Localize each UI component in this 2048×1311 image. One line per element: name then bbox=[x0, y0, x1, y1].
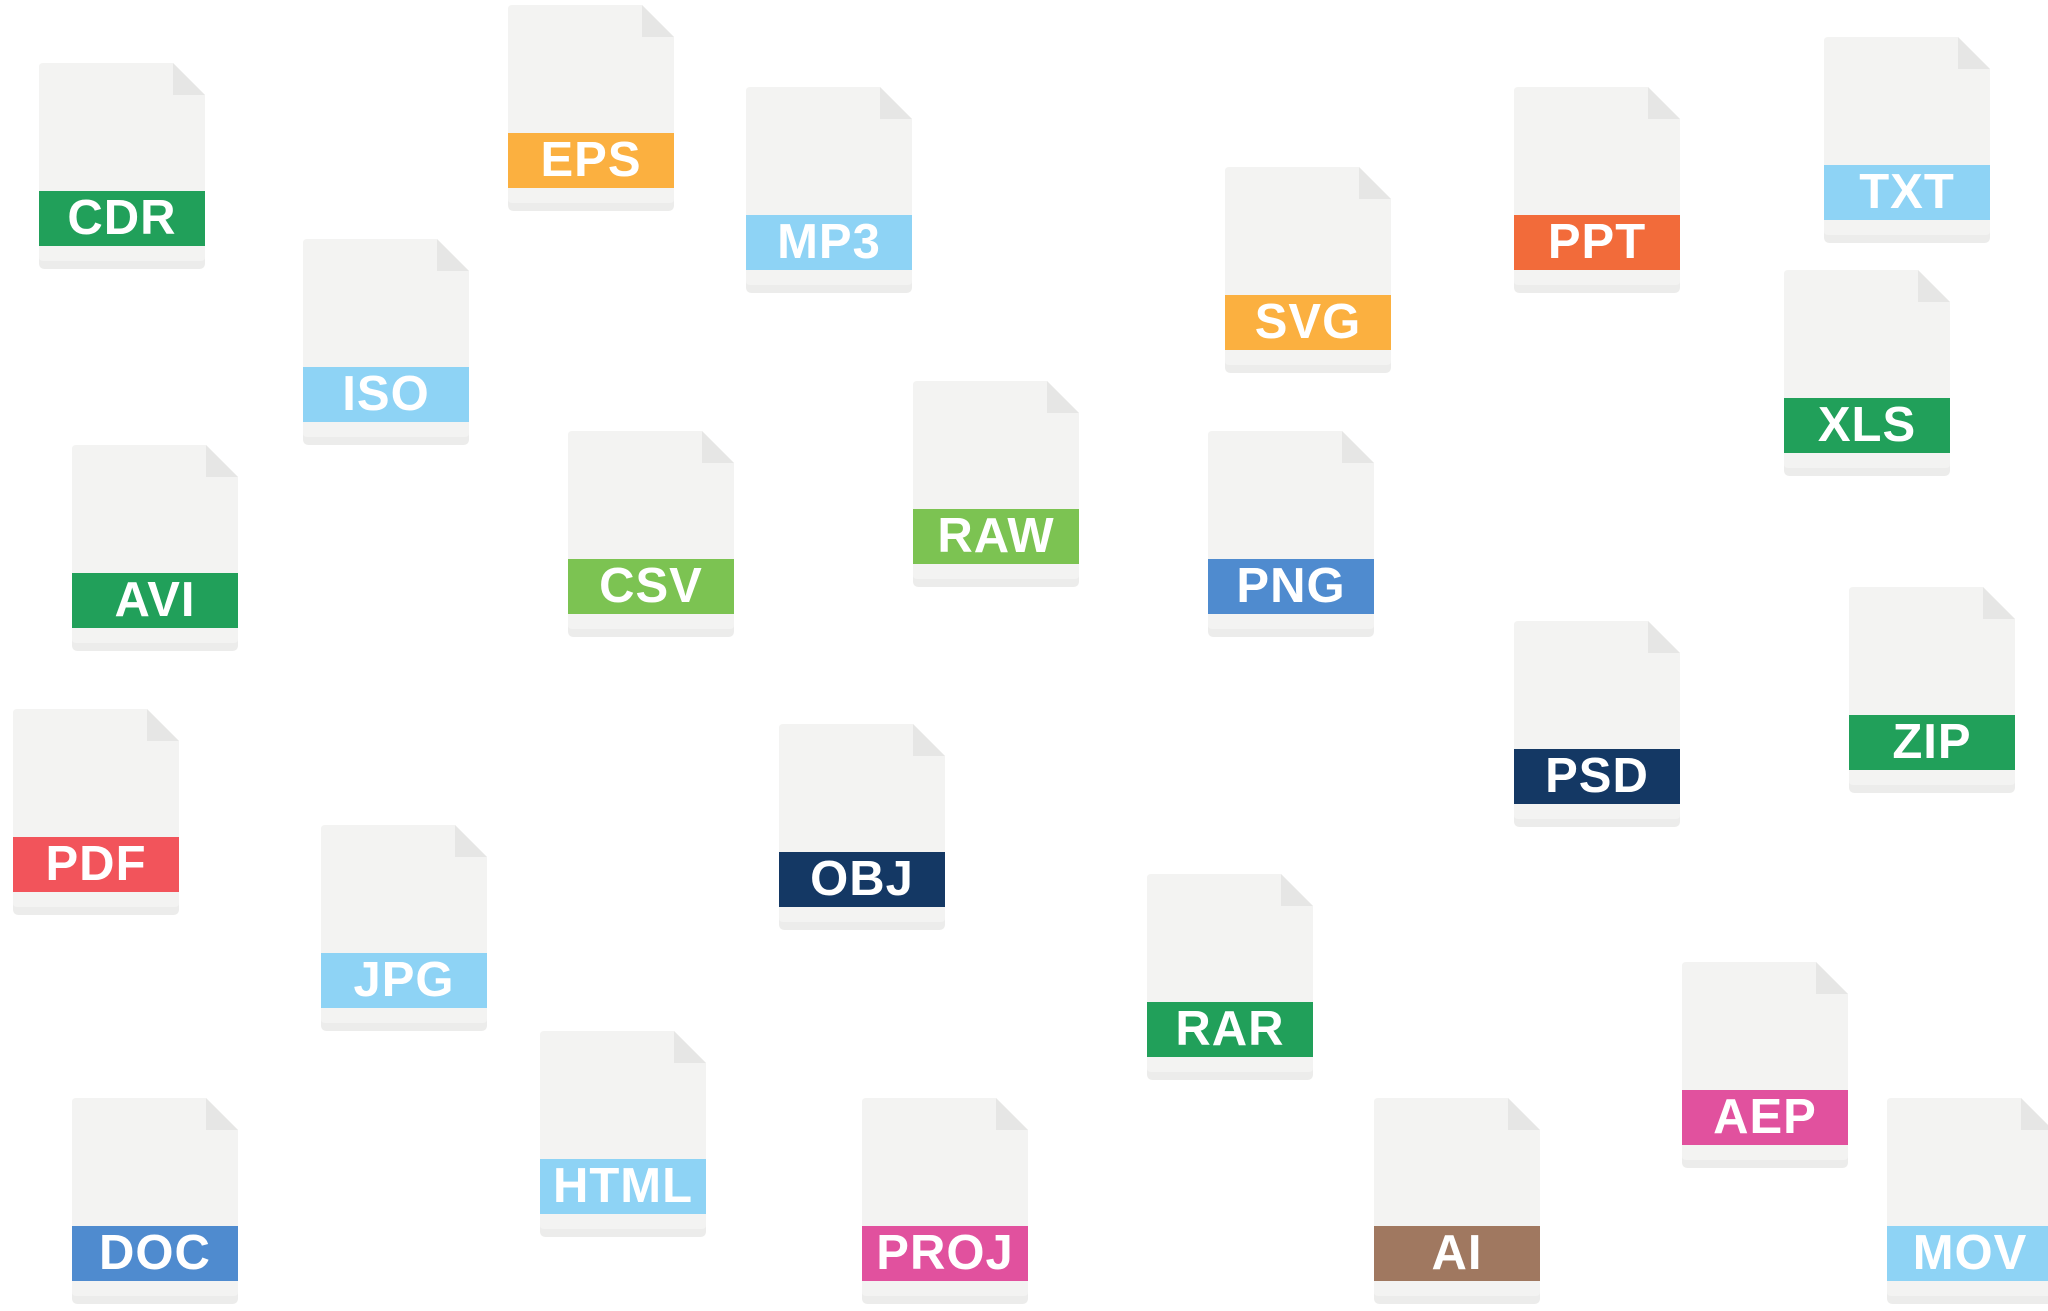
file-type-label: AI bbox=[1374, 1226, 1540, 1281]
file-icon-cdr: CDR bbox=[39, 63, 205, 269]
file-type-label: PNG bbox=[1208, 559, 1374, 614]
file-icon-iso: ISO bbox=[303, 239, 469, 445]
file-icon-pdf: PDF bbox=[13, 709, 179, 915]
file-type-label: ZIP bbox=[1849, 715, 2015, 770]
file-type-label: AEP bbox=[1682, 1090, 1848, 1145]
file-type-label: TXT bbox=[1824, 165, 1990, 220]
file-type-label: PPT bbox=[1514, 215, 1680, 270]
file-icon-txt: TXT bbox=[1824, 37, 1990, 243]
file-type-label: EPS bbox=[508, 133, 674, 188]
file-icon-mov: MOV bbox=[1887, 1098, 2048, 1304]
file-icon-png: PNG bbox=[1208, 431, 1374, 637]
file-icon-svg: SVG bbox=[1225, 167, 1391, 373]
file-icon-zip: ZIP bbox=[1849, 587, 2015, 793]
file-type-label: RAW bbox=[913, 509, 1079, 564]
file-type-label: CSV bbox=[568, 559, 734, 614]
file-icon-xls: XLS bbox=[1784, 270, 1950, 476]
file-type-label: XLS bbox=[1784, 398, 1950, 453]
file-type-label: PROJ bbox=[862, 1226, 1028, 1281]
file-type-label: PSD bbox=[1514, 749, 1680, 804]
file-type-label: MP3 bbox=[746, 215, 912, 270]
file-type-label: SVG bbox=[1225, 295, 1391, 350]
file-type-label: AVI bbox=[72, 573, 238, 628]
file-type-label: MOV bbox=[1887, 1226, 2048, 1281]
file-type-label: RAR bbox=[1147, 1002, 1313, 1057]
file-icon-avi: AVI bbox=[72, 445, 238, 651]
file-icon-rar: RAR bbox=[1147, 874, 1313, 1080]
file-type-label: OBJ bbox=[779, 852, 945, 907]
file-icon-jpg: JPG bbox=[321, 825, 487, 1031]
file-icon-psd: PSD bbox=[1514, 621, 1680, 827]
file-type-label: JPG bbox=[321, 953, 487, 1008]
file-type-label: ISO bbox=[303, 367, 469, 422]
file-icon-html: HTML bbox=[540, 1031, 706, 1237]
file-icon-aep: AEP bbox=[1682, 962, 1848, 1168]
file-type-label: CDR bbox=[39, 191, 205, 246]
file-icon-obj: OBJ bbox=[779, 724, 945, 930]
file-icon-ai: AI bbox=[1374, 1098, 1540, 1304]
file-icon-proj: PROJ bbox=[862, 1098, 1028, 1304]
file-icon-eps: EPS bbox=[508, 5, 674, 211]
file-icon-mp3: MP3 bbox=[746, 87, 912, 293]
file-type-label: PDF bbox=[13, 837, 179, 892]
file-icon-doc: DOC bbox=[72, 1098, 238, 1304]
file-icon-raw: RAW bbox=[913, 381, 1079, 587]
file-type-label: DOC bbox=[72, 1226, 238, 1281]
file-icon-csv: CSV bbox=[568, 431, 734, 637]
file-icon-ppt: PPT bbox=[1514, 87, 1680, 293]
file-type-label: HTML bbox=[540, 1159, 706, 1214]
